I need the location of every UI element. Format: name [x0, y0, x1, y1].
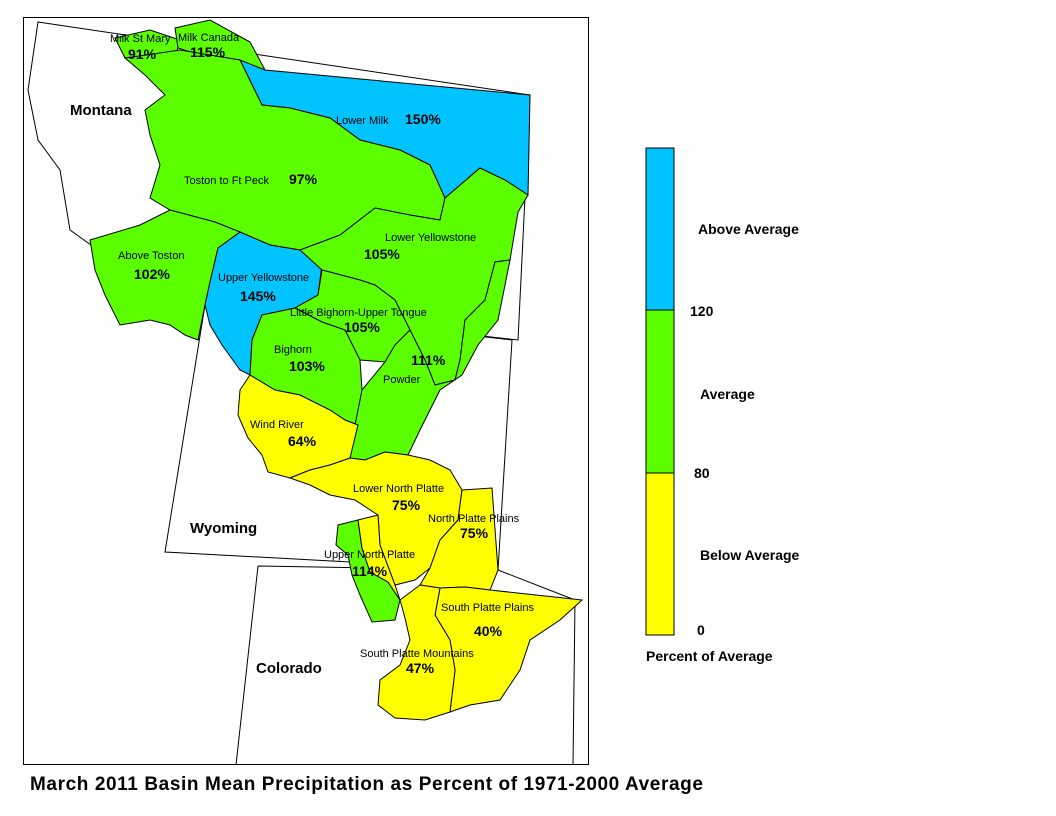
legend-tick-80: 80	[694, 465, 710, 481]
basin-value-lower-north-platte: 75%	[392, 497, 421, 513]
basin-value-north-platte-plains: 75%	[460, 525, 489, 541]
legend-tick-120: 120	[690, 303, 714, 319]
basin-name-little-bighorn: Little Bighorn-Upper Tongue	[290, 307, 427, 319]
basin-name-bighorn: Bighorn	[274, 344, 312, 356]
legend-swatch-below	[645, 472, 675, 636]
basin-name-above-toston: Above Toston	[118, 250, 184, 262]
basin-name-powder: Powder	[383, 374, 421, 386]
basin-value-milk-st-mary: 91%	[128, 46, 157, 62]
basin-name-lower-milk: Lower Milk	[336, 115, 389, 127]
legend-label-above: Above Average	[698, 221, 799, 237]
state-label-colorado: Colorado	[256, 660, 322, 677]
basins	[89, 19, 584, 721]
legend: Above Average 120 Average 80 Below Avera…	[645, 147, 800, 664]
basin-value-toston-ft-peck: 97%	[289, 171, 318, 187]
basin-name-south-platte-plains: South Platte Plains	[441, 602, 534, 614]
basin-value-lower-milk: 150%	[405, 111, 441, 127]
legend-swatch-average	[645, 309, 675, 474]
basin-value-little-bighorn: 105%	[344, 319, 380, 335]
basin-name-toston-ft-peck: Toston to Ft Peck	[184, 175, 269, 187]
legend-swatch-above	[645, 147, 675, 311]
basin-value-upper-north-platte: 114%	[352, 563, 388, 579]
legend-caption: Percent of Average	[646, 648, 773, 664]
legend-label-average: Average	[700, 386, 755, 402]
basin-name-milk-canada: Milk Canada	[178, 32, 240, 44]
basin-value-bighorn: 103%	[289, 358, 325, 374]
state-label-montana: Montana	[70, 102, 132, 119]
basin-value-wind-river: 64%	[288, 433, 317, 449]
state-label-wyoming: Wyoming	[190, 520, 257, 537]
basin-name-wind-river: Wind River	[250, 419, 304, 431]
basin-value-above-toston: 102%	[134, 266, 170, 282]
basin-value-powder: 111%	[411, 352, 446, 368]
basin-value-south-platte-plains: 40%	[474, 623, 503, 639]
basin-name-upper-yellowstone: Upper Yellowstone	[218, 272, 309, 284]
basin-name-lower-north-platte: Lower North Platte	[353, 483, 444, 495]
basin-value-lower-yellowstone: 105%	[364, 246, 400, 262]
basin-value-south-platte-mountains: 47%	[406, 660, 435, 676]
basin-name-north-platte-plains: North Platte Plains	[428, 513, 520, 525]
legend-label-below: Below Average	[700, 547, 800, 563]
basin-name-south-platte-mountains: South Platte Mountains	[360, 648, 474, 660]
basin-value-upper-yellowstone: 145%	[240, 288, 276, 304]
basin-south-platte-mountains[interactable]	[377, 584, 456, 721]
basin-name-milk-st-mary: Milk St Mary	[110, 33, 171, 45]
basin-name-lower-yellowstone: Lower Yellowstone	[385, 232, 476, 244]
legend-tick-0: 0	[697, 622, 705, 638]
basin-labels: Milk St Mary 91% Milk Canada 115% Lower …	[110, 32, 534, 676]
map-title: March 2011 Basin Mean Precipitation as P…	[30, 774, 704, 795]
basin-name-upper-north-platte: Upper North Platte	[324, 549, 415, 561]
basin-above-toston[interactable]	[89, 209, 242, 341]
basin-value-milk-canada: 115%	[190, 44, 226, 60]
